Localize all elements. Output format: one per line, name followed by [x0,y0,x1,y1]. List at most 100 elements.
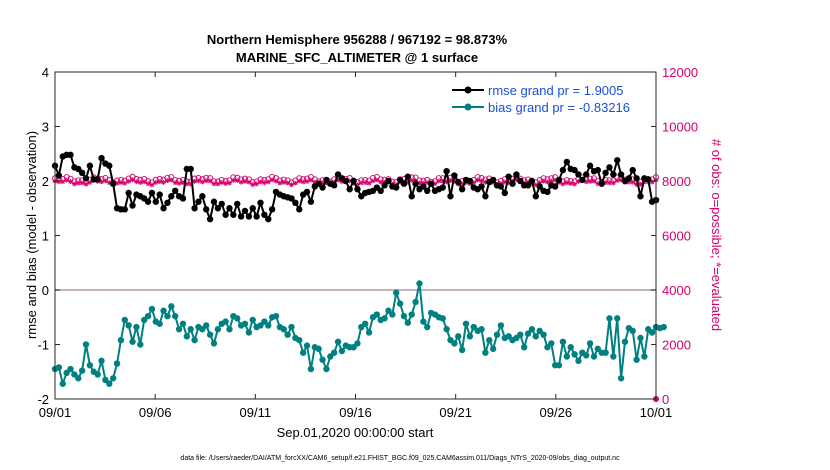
bias-point [272,312,280,320]
bias-point [629,327,636,335]
bias-point [296,336,303,344]
obs-evaluated-marker [87,180,93,185]
y-left-axis-label: rmse and bias (model - observation) [24,131,39,339]
bias-point [524,330,532,337]
bias-point [365,329,373,336]
bias-point [520,344,528,351]
rmse-point [614,157,621,164]
rmse-point [408,193,415,200]
bias-point [323,365,330,373]
obs-evaluated-marker [289,182,294,188]
rmse-point [168,193,175,200]
obs-evaluated-marker [277,180,283,186]
bias-point [303,342,311,349]
rmse-point [249,205,256,212]
bias-point [183,333,191,340]
rmse-point [319,184,326,191]
rmse-point [412,180,419,187]
rmse-point [524,182,532,189]
bias-point [621,338,629,345]
bias-point [400,312,408,320]
rmse-point [598,180,605,187]
bias-point [571,351,578,358]
obs-evaluated-marker [215,181,221,187]
bias-point [175,326,183,333]
rmse-point [466,177,474,185]
rmse-point [78,169,86,177]
y-right-tick-label: 6000 [662,229,691,244]
rmse-point [536,183,543,190]
y-right-tick-label: 8000 [662,174,691,189]
bias-point [660,323,667,331]
rmse-point [164,199,171,206]
bias-point [462,320,470,327]
bias-point [121,316,128,324]
rmse-point [187,165,194,173]
bias-point [338,347,346,355]
bias-point [567,344,574,351]
bias-point [315,345,322,353]
bias-point [489,345,497,353]
rmse-point [610,171,617,178]
rmse-point [606,164,613,171]
bias-point [109,375,117,382]
bias-point [265,322,272,329]
obs-evaluated-marker [366,180,372,186]
bias-point [241,320,249,327]
rmse-point [555,176,563,184]
bias-point [164,312,171,320]
rmse-point [226,205,233,212]
bias-point [478,326,485,333]
bias-point [280,326,287,333]
bias-point [528,326,536,333]
rmse-point [354,185,361,193]
bias-point [172,312,179,320]
rmse-point [160,205,167,212]
rmse-point [55,172,63,179]
rmse-point [478,183,485,190]
rmse-point [451,172,458,179]
rmse-point [288,195,295,202]
rmse-point [439,184,446,191]
bias-point [160,307,167,314]
bias-point [637,334,644,342]
rmse-point [307,198,315,205]
bias-point [633,356,640,363]
bias-point [482,349,489,356]
bias-point [586,340,594,347]
bias-point [606,315,613,322]
obs-evaluated-marker [71,181,77,187]
bias-point [113,360,121,367]
rmse-point [98,154,105,162]
bias-point [590,353,598,360]
x-tick-label: 09/16 [339,405,372,420]
rmse-point [342,177,350,185]
rmse-point [579,176,586,184]
bias-point [284,331,291,338]
bias-point [458,346,466,354]
rmse-point [191,205,198,212]
y-left-tick-label: -1 [37,338,49,353]
rmse-point [563,158,571,166]
rmse-point [129,202,136,209]
rmse-point [218,200,225,208]
rmse-point [377,187,384,195]
rmse-point [234,200,241,208]
rmse-point [571,166,578,174]
bias-point [86,362,94,369]
bias-point [610,353,617,360]
bias-point [583,352,590,359]
rmse-point [489,176,497,184]
y-right-tick-label: 10000 [662,120,698,135]
bias-point [486,336,493,344]
bias-point [75,375,82,382]
rmse-point [482,193,489,200]
bias-point [214,326,222,333]
x-tick-label: 10/01 [640,405,673,420]
obs-evaluated-marker [370,178,376,184]
rmse-point [381,182,388,189]
bias-point [493,331,501,338]
rmse-point [559,166,567,174]
obs-evaluated-marker [83,181,89,187]
rmse-point [404,173,412,180]
